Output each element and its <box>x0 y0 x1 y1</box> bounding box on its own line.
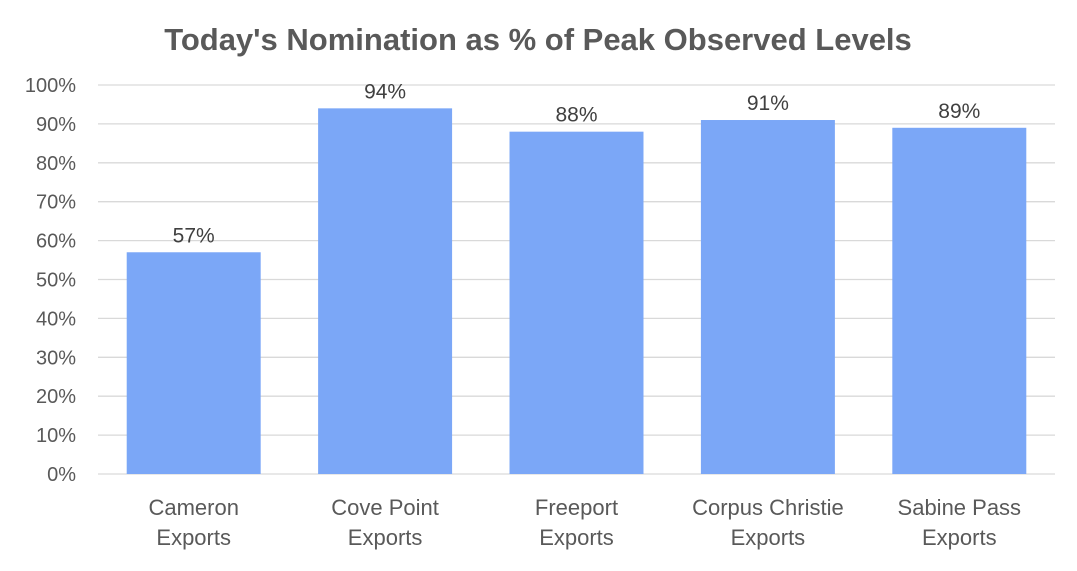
y-tick-label: 100% <box>25 75 76 97</box>
x-category-line: Corpus Christie <box>692 495 844 520</box>
y-tick-label: 30% <box>36 347 76 369</box>
y-tick-label: 60% <box>36 231 76 253</box>
y-tick-label: 40% <box>36 308 76 330</box>
x-category-line: Exports <box>922 525 997 550</box>
x-category-line: Sabine Pass <box>898 495 1022 520</box>
x-category-line: Cameron <box>148 495 238 520</box>
x-category-label: Corpus Christie Exports <box>692 495 844 550</box>
x-category-line: Exports <box>348 525 423 550</box>
chart-title: Today's Nomination as % of Peak Observed… <box>164 22 912 57</box>
x-category-label: Cameron Exports <box>148 495 238 550</box>
bars <box>126 108 1027 474</box>
x-category-label: Sabine Pass Exports <box>898 495 1022 550</box>
y-axis-ticks: 0% 10% 20% 30% 40% 50% 60% 70% 80% 90% 100% <box>25 75 76 486</box>
x-category-line: Exports <box>731 525 806 550</box>
y-tick-label: 50% <box>36 270 76 292</box>
x-category-label: Freeport Exports <box>535 495 618 550</box>
x-category-line: Exports <box>539 525 614 550</box>
data-label: 57% <box>173 224 215 247</box>
data-label: 91% <box>747 92 789 115</box>
y-tick-label: 0% <box>47 464 76 486</box>
y-tick-label: 70% <box>36 192 76 214</box>
data-labels: 57% 94% 88% 91% 89% <box>173 80 981 247</box>
bar <box>892 127 1027 474</box>
x-category-line: Cove Point <box>331 495 439 520</box>
bar <box>126 252 261 474</box>
x-axis-categories: Cameron Exports Cove Point Exports Freeport E… <box>148 495 1021 550</box>
bar <box>700 120 835 474</box>
y-tick-label: 20% <box>36 386 76 408</box>
x-category-line: Exports <box>156 525 231 550</box>
bar <box>509 131 644 474</box>
data-label: 88% <box>555 104 597 127</box>
data-label: 94% <box>364 80 406 103</box>
data-label: 89% <box>938 100 980 123</box>
x-category-label: Cove Point Exports <box>331 495 439 550</box>
x-category-line: Freeport <box>535 495 618 520</box>
y-tick-label: 90% <box>36 114 76 136</box>
y-tick-label: 10% <box>36 425 76 447</box>
bar <box>318 108 453 474</box>
y-tick-label: 80% <box>36 153 76 175</box>
